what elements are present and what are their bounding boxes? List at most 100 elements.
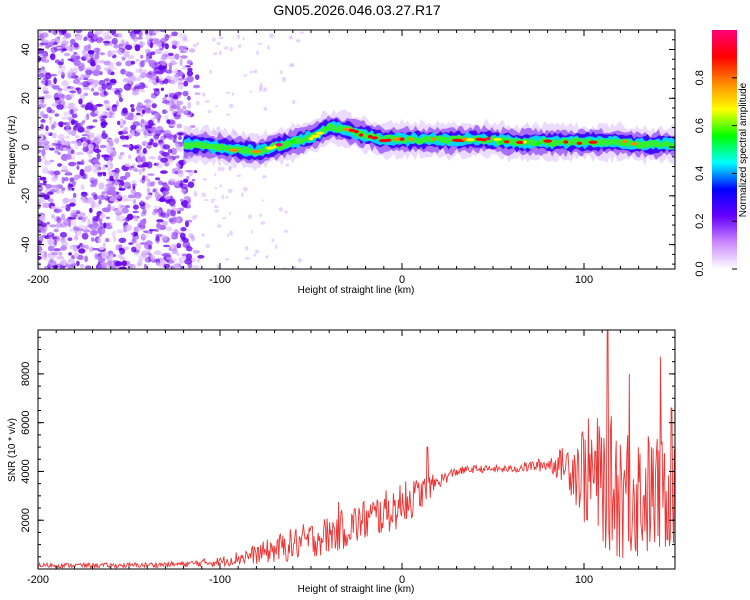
noise-blob xyxy=(101,165,106,171)
noise-blob xyxy=(147,100,154,104)
noise-blob xyxy=(67,105,71,109)
noise-speckle xyxy=(217,166,221,172)
noise-blob xyxy=(122,107,128,114)
noise-blob xyxy=(72,78,81,85)
noise-blob xyxy=(48,234,53,240)
noise-blob xyxy=(187,95,191,101)
noise-blob xyxy=(58,93,66,99)
noise-speckle xyxy=(194,250,198,255)
noise-blob xyxy=(60,205,67,209)
noise-blob xyxy=(78,212,86,218)
noise-blob xyxy=(169,261,175,264)
noise-speckle xyxy=(229,46,233,52)
noise-speckle xyxy=(214,173,217,177)
noise-blob xyxy=(125,135,129,140)
noise-speckle xyxy=(271,238,275,243)
noise-blob xyxy=(60,58,65,65)
noise-speckle xyxy=(263,107,268,111)
noise-speckle xyxy=(249,70,254,74)
noise-blob xyxy=(153,250,162,256)
noise-blob xyxy=(183,178,189,183)
noise-blob xyxy=(38,196,46,204)
noise-blob xyxy=(128,242,134,245)
noise-blob xyxy=(152,142,158,148)
x-tick-label: 0 xyxy=(399,574,405,586)
noise-blob xyxy=(43,194,50,200)
y-tick-label: 0 xyxy=(20,144,32,150)
noise-blob xyxy=(163,244,170,248)
noise-blob xyxy=(176,123,183,129)
noise-blob xyxy=(118,237,127,243)
x-tick-label: 0 xyxy=(399,274,405,286)
noise-blob xyxy=(103,42,111,46)
noise-blob xyxy=(58,251,63,257)
noise-blob xyxy=(176,217,180,223)
noise-blob xyxy=(80,159,85,166)
noise-blob xyxy=(114,137,120,144)
noise-blob xyxy=(155,262,162,266)
noise-blob xyxy=(142,208,147,215)
noise-blob xyxy=(184,220,190,228)
y-tick-label: -40 xyxy=(20,237,32,253)
noise-blob xyxy=(155,235,160,242)
y-tick-label: 4000 xyxy=(20,459,32,483)
noise-blob xyxy=(53,121,57,129)
noise-speckle xyxy=(213,205,219,209)
noise-blob xyxy=(85,102,94,110)
noise-speckle xyxy=(228,165,232,171)
noise-blob xyxy=(86,78,95,84)
noise-blob xyxy=(136,155,142,163)
y-tick-label: 20 xyxy=(20,92,32,104)
noise-blob xyxy=(83,92,89,97)
noise-blob xyxy=(140,72,147,79)
noise-blob xyxy=(103,90,107,96)
noise-blob xyxy=(80,74,85,80)
noise-blob xyxy=(146,132,153,137)
noise-blob xyxy=(123,70,132,76)
noise-blob xyxy=(65,204,71,212)
noise-blob xyxy=(99,222,105,229)
noise-blob xyxy=(74,123,82,128)
noise-blob xyxy=(114,171,119,179)
noise-blob xyxy=(180,227,187,232)
noise-blob xyxy=(152,187,158,193)
noise-blob xyxy=(144,103,152,109)
noise-blob xyxy=(136,128,143,133)
noise-speckle xyxy=(209,69,212,74)
noise-speckle xyxy=(227,188,233,194)
noise-blob xyxy=(125,44,133,51)
noise-blob xyxy=(135,68,140,72)
noise-blob xyxy=(69,68,74,75)
noise-blob xyxy=(150,181,156,184)
noise-blob xyxy=(183,80,189,87)
noise-blob xyxy=(171,248,178,255)
noise-blob xyxy=(44,73,52,80)
noise-blob xyxy=(186,203,191,208)
noise-speckle xyxy=(210,198,216,201)
noise-blob xyxy=(96,215,100,219)
noise-blob xyxy=(182,240,191,248)
noise-blob xyxy=(182,90,189,97)
noise-blob xyxy=(110,87,117,92)
noise-blob xyxy=(142,175,146,180)
noise-blob xyxy=(128,263,137,269)
noise-blob xyxy=(65,144,71,150)
noise-blob xyxy=(77,126,85,133)
noise-blob xyxy=(58,65,63,69)
noise-blob xyxy=(42,90,50,95)
noise-speckle xyxy=(248,214,253,219)
noise-blob xyxy=(51,236,58,240)
snr-panel: -200 -100 0 100 2000 4000 6000 8000 Height of s… xyxy=(7,329,676,595)
ridge-core xyxy=(431,137,436,141)
noise-blob xyxy=(168,62,174,67)
noise-blob xyxy=(107,166,111,172)
noise-blob xyxy=(149,41,153,49)
noise-blob xyxy=(178,45,185,51)
ridge-core xyxy=(272,145,277,149)
noise-blob xyxy=(167,148,173,154)
y-tick-label: 2000 xyxy=(20,508,32,532)
noise-blob xyxy=(124,205,131,209)
noise-blob xyxy=(118,266,127,269)
noise-blob xyxy=(71,154,76,161)
